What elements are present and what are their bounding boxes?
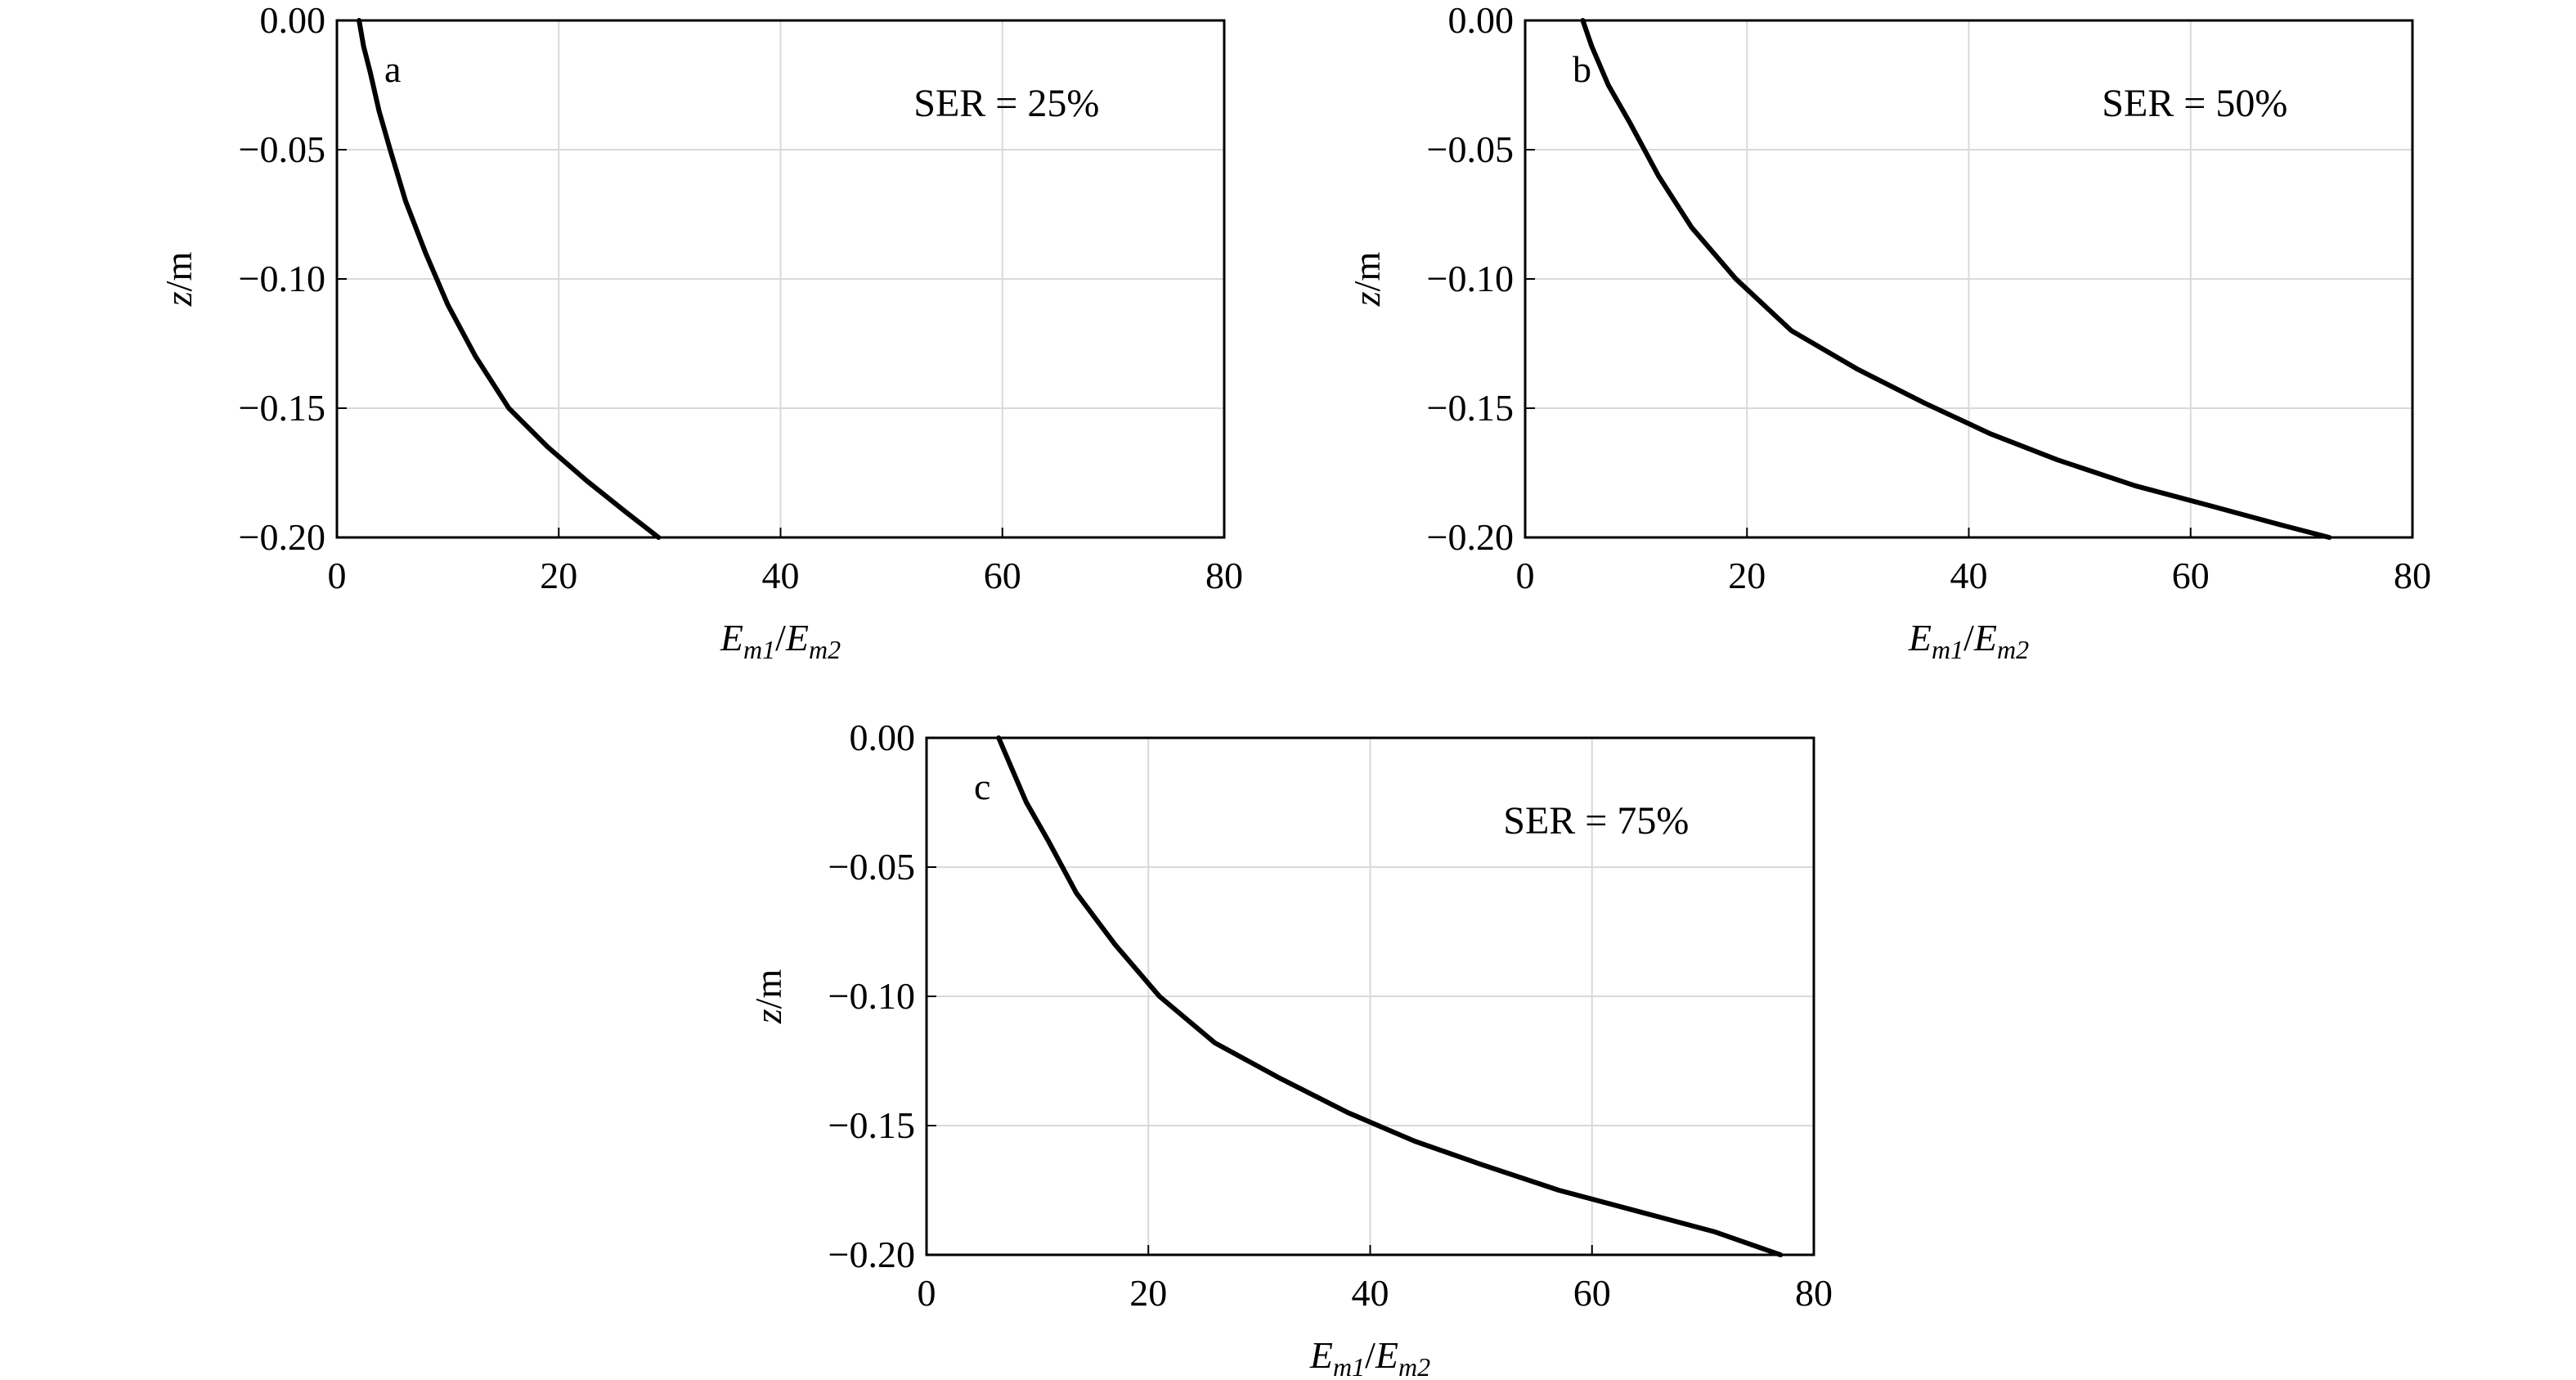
y-tick-label: 0.00 — [1448, 0, 1515, 41]
chart-panel-b: 0 20 40 60 80 0.00 −0.05 −0.10 −0.15 −0.20 b SER = … — [1346, 0, 2431, 664]
panel-label: b — [1573, 48, 1591, 90]
y-tick-label: −0.10 — [1427, 258, 1514, 299]
x-title-e1: E — [720, 617, 743, 659]
y-tick-label: −0.20 — [1427, 516, 1514, 558]
x-tick-label: 80 — [2394, 555, 2431, 596]
y-tick-label: −0.20 — [239, 516, 325, 558]
x-title-sub1: m1 — [1333, 1352, 1365, 1380]
x-tick-label: 60 — [1573, 1272, 1611, 1314]
series-line — [996, 735, 1784, 1257]
chart-panel-c: 0 20 40 60 80 0.00 −0.05 −0.10 −0.15 −0.20 c SER = … — [747, 717, 1833, 1380]
y-title-unit: /m — [158, 252, 200, 292]
y-tick-label: −0.20 — [828, 1234, 915, 1275]
x-axis-title: Em1/Em2 — [1309, 1334, 1430, 1380]
x-title-e2: E — [785, 617, 809, 659]
grid-lines — [1525, 20, 2412, 537]
y-tick-label: 0.00 — [260, 0, 326, 41]
x-title-sub2: m2 — [1398, 1352, 1430, 1380]
y-tick-label: −0.10 — [828, 975, 915, 1017]
series-line — [357, 18, 662, 540]
x-tick-label: 0 — [328, 555, 347, 596]
y-title-unit: /m — [1346, 252, 1388, 292]
y-title-z: z — [1346, 291, 1388, 307]
annotation-ser: SER = 25% — [913, 82, 1099, 125]
grid-lines — [337, 20, 1224, 537]
x-title-e2: E — [1973, 617, 1997, 659]
x-title-e2: E — [1375, 1334, 1398, 1376]
x-title-e1: E — [1908, 617, 1932, 659]
y-tick-label: −0.15 — [1427, 387, 1514, 429]
annotation-ser: SER = 75% — [1503, 799, 1689, 843]
panel-label: a — [384, 48, 401, 90]
series-line — [1580, 18, 2332, 540]
x-title-sub2: m2 — [1997, 635, 2029, 664]
x-tick-label: 20 — [1728, 555, 1766, 596]
y-axis-title: z/m — [1346, 252, 1388, 308]
y-tick-label: −0.15 — [828, 1104, 915, 1146]
y-tick-label: 0.00 — [850, 717, 916, 758]
x-tick-label: 80 — [1795, 1272, 1833, 1314]
y-tick-label: −0.05 — [239, 128, 325, 170]
annotation-ser: SER = 50% — [2102, 82, 2287, 125]
x-tick-label: 60 — [984, 555, 1021, 596]
y-title-z: z — [158, 291, 200, 307]
y-title-z: z — [747, 1009, 789, 1024]
x-tick-label: 40 — [1950, 555, 1988, 596]
x-tick-label: 0 — [918, 1272, 936, 1314]
x-tick-label: 20 — [1129, 1272, 1167, 1314]
y-axis-title: z/m — [747, 969, 789, 1025]
y-title-unit: /m — [747, 969, 789, 1009]
x-tick-label: 20 — [540, 555, 577, 596]
x-title-slash: / — [775, 617, 786, 659]
chart-panel-a: 0 20 40 60 80 0.00 −0.05 −0.10 −0.15 −0.20 a SER = … — [158, 0, 1243, 664]
x-tick-label: 40 — [762, 555, 800, 596]
x-title-sub2: m2 — [809, 635, 841, 664]
x-title-slash: / — [1963, 617, 1974, 659]
x-axis-title: Em1/Em2 — [1908, 617, 2029, 664]
y-tick-label: −0.15 — [239, 387, 325, 429]
x-tick-label: 60 — [2172, 555, 2210, 596]
panel-label: c — [974, 766, 990, 807]
x-tick-label: 0 — [1516, 555, 1535, 596]
y-axis-title: z/m — [158, 252, 200, 308]
y-tick-label: −0.05 — [828, 846, 915, 888]
x-title-slash: / — [1365, 1334, 1376, 1376]
x-axis-title: Em1/Em2 — [720, 617, 841, 664]
x-tick-label: 40 — [1352, 1272, 1389, 1314]
y-tick-label: −0.10 — [239, 258, 325, 299]
grid-lines — [927, 738, 1814, 1255]
x-title-e1: E — [1309, 1334, 1333, 1376]
x-title-sub1: m1 — [1932, 635, 1963, 664]
y-tick-label: −0.05 — [1427, 128, 1514, 170]
x-tick-label: 80 — [1205, 555, 1243, 596]
x-title-sub1: m1 — [743, 635, 775, 664]
